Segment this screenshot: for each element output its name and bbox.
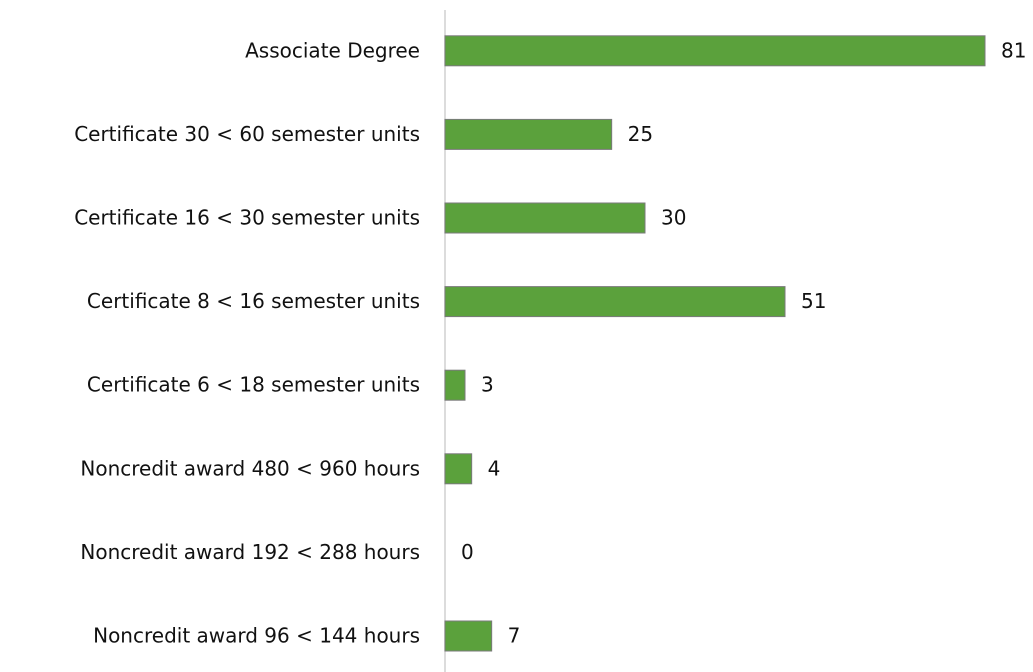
category-label: Noncredit award 192 < 288 hours	[80, 540, 420, 564]
category-label: Certificate 6 < 18 semester units	[87, 373, 420, 397]
value-label: 7	[508, 624, 521, 648]
value-label: 51	[801, 289, 826, 313]
bar	[444, 286, 786, 318]
value-label: 0	[461, 540, 474, 564]
category-label: Noncredit award 480 < 960 hours	[80, 456, 420, 480]
category-label: Noncredit award 96 < 144 hours	[93, 624, 420, 648]
bar	[444, 118, 613, 150]
bar	[444, 620, 493, 652]
value-label: 81	[1001, 38, 1026, 62]
value-label: 25	[628, 122, 653, 146]
category-label: Associate Degree	[245, 38, 420, 62]
category-label: Certificate 16 < 30 semester units	[74, 206, 420, 230]
value-label: 4	[488, 456, 501, 480]
bar	[444, 35, 986, 67]
value-label: 30	[661, 206, 686, 230]
bar	[444, 453, 473, 485]
bar	[444, 202, 646, 234]
bar	[444, 369, 466, 401]
category-label: Certificate 30 < 60 semester units	[74, 122, 420, 146]
category-label: Certificate 8 < 16 semester units	[87, 289, 420, 313]
value-label: 3	[481, 373, 494, 397]
